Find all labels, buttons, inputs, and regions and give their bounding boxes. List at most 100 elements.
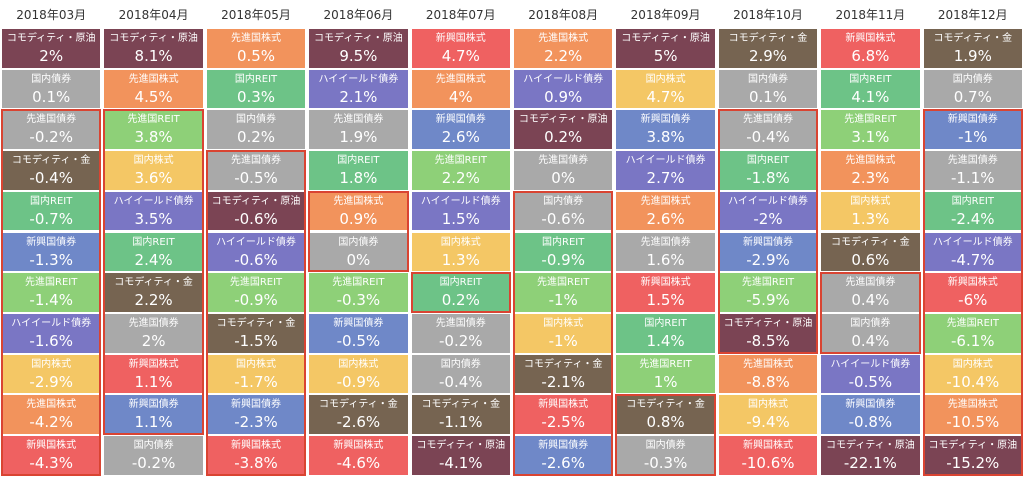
asset-name: コモディティ・金 xyxy=(11,155,91,167)
asset-return: 0.3% xyxy=(236,87,276,106)
asset-cell: コモディティ・金 -1.5% xyxy=(206,313,306,353)
asset-return: -2.4% xyxy=(951,209,995,228)
asset-name: 先進国REIT xyxy=(844,114,897,126)
asset-cell: 国内REIT 4.1% xyxy=(821,69,920,109)
asset-name: 国内債券 xyxy=(952,73,993,85)
asset-cell: コモディティ・金 -0.4% xyxy=(2,151,101,190)
asset-name: 国内株式 xyxy=(850,195,891,207)
asset-return: 1.1% xyxy=(134,372,173,391)
asset-cell: 国内REIT -1.8% xyxy=(718,151,818,190)
asset-cell: 国内株式 -0.9% xyxy=(309,354,408,394)
asset-return: 9.5% xyxy=(339,47,378,65)
asset-name: 新興国株式 xyxy=(333,440,384,451)
asset-cell: 新興国株式 -2.5% xyxy=(514,395,613,434)
asset-name: 新興国株式 xyxy=(26,440,77,451)
asset-name: 国内株式 xyxy=(133,155,174,167)
asset-return: -0.9% xyxy=(336,372,381,391)
asset-name: コモディティ・金 xyxy=(319,399,398,411)
asset-cell: コモディティ・原油 -22.1% xyxy=(821,436,920,475)
asset-cell: 新興国債券 -2.6% xyxy=(514,436,613,475)
asset-name: 先進国株式 xyxy=(128,73,179,85)
asset-return: -0.2% xyxy=(439,331,483,350)
asset-name: 先進国株式 xyxy=(947,399,998,411)
asset-return: 3.5% xyxy=(134,209,173,228)
asset-cell: 国内株式 1.3% xyxy=(821,191,920,231)
column-header: 2018年04月 xyxy=(118,8,189,22)
asset-cell: 新興国債券 -0.5% xyxy=(309,313,408,353)
asset-name: 先進国株式 xyxy=(26,399,77,411)
asset-cell: ハイイールド債券 0.9% xyxy=(514,69,613,109)
column-header: 2018年03月 xyxy=(16,8,87,22)
asset-name: コモディティ・金 xyxy=(216,317,296,329)
asset-name: コモディティ・原油 xyxy=(211,195,301,207)
asset-name: 国内REIT xyxy=(542,236,585,248)
asset-cell: 国内株式 -10.4% xyxy=(923,354,1022,394)
asset-name: 新興国債券 xyxy=(128,399,179,411)
asset-return: 4.1% xyxy=(851,87,890,106)
asset-cell: 先進国REIT 3.1% xyxy=(821,110,920,150)
asset-name: 国内株式 xyxy=(440,236,481,248)
asset-return: -3.8% xyxy=(234,454,278,472)
asset-name: 新興国株式 xyxy=(640,277,691,289)
asset-return: 0% xyxy=(346,250,371,269)
asset-name: 先進国REIT xyxy=(434,155,487,167)
asset-return: -0.7% xyxy=(29,209,73,228)
asset-name: コモディティ・金 xyxy=(114,277,193,289)
asset-name: 国内債券 xyxy=(850,317,891,329)
asset-name: 新興国債券 xyxy=(845,399,896,411)
asset-name: 国内株式 xyxy=(952,358,993,370)
asset-return: -10.5% xyxy=(946,413,1000,432)
asset-cell: 先進国株式 -10.5% xyxy=(923,395,1022,434)
asset-name: ハイイールド債券 xyxy=(113,195,194,207)
asset-return: 4.5% xyxy=(134,87,173,106)
asset-cell: コモディティ・金 -2.6% xyxy=(309,395,408,434)
asset-name: 先進国REIT xyxy=(946,317,999,329)
asset-return: -2.9% xyxy=(29,372,73,391)
asset-return: 2.2% xyxy=(544,47,583,65)
asset-cell: 先進国株式 4.5% xyxy=(104,69,203,109)
asset-cell: 先進国債券 1.6% xyxy=(616,232,715,272)
asset-return: -4.1% xyxy=(439,454,483,472)
asset-name: 先進国株式 xyxy=(435,73,486,85)
asset-return: 1.5% xyxy=(646,291,685,310)
asset-cell: コモディティ・原油 2% xyxy=(2,29,101,68)
asset-cell: 国内株式 -1.7% xyxy=(206,354,306,394)
asset-name: コモディティ・金 xyxy=(831,236,910,248)
asset-name: 先進国債券 xyxy=(742,114,793,126)
asset-return: 1.9% xyxy=(953,47,992,65)
asset-cell: ハイイールド債券 1.5% xyxy=(411,191,510,231)
asset-cell: コモディティ・金 -2.1% xyxy=(514,354,613,394)
asset-name: 新興国債券 xyxy=(435,114,486,126)
asset-return: 1.3% xyxy=(851,209,890,228)
asset-name: コモディティ・金 xyxy=(523,358,603,370)
asset-return: 4.7% xyxy=(646,87,685,106)
asset-return: 1.9% xyxy=(339,128,378,147)
asset-name: 国内債券 xyxy=(440,358,481,370)
column-header: 2018年05月 xyxy=(221,8,291,22)
asset-name: 国内REIT xyxy=(30,195,73,207)
asset-name: 先進国債券 xyxy=(538,155,589,167)
asset-name: コモディティ・原油 xyxy=(6,33,96,44)
asset-return: -9.4% xyxy=(746,413,790,432)
asset-name: 先進国REIT xyxy=(25,277,78,289)
asset-return: -4.6% xyxy=(336,454,381,472)
asset-return: -2.1% xyxy=(541,372,585,391)
asset-name: コモディティ・原油 xyxy=(314,33,403,44)
asset-return: 0.9% xyxy=(544,87,583,106)
asset-return: 0% xyxy=(551,169,576,188)
asset-cell: 国内REIT 0.3% xyxy=(206,69,306,109)
asset-return: -1.4% xyxy=(29,291,73,310)
asset-cell: ハイイールド債券 -0.5% xyxy=(821,354,920,394)
asset-name: 国内REIT xyxy=(951,195,994,207)
asset-return: 2.6% xyxy=(441,128,480,147)
asset-return: 0.1% xyxy=(32,87,71,106)
asset-cell: コモディティ・原油 -4.1% xyxy=(411,436,510,475)
asset-return: -15.2% xyxy=(946,454,1000,472)
asset-return: 2.1% xyxy=(339,87,378,106)
asset-name: ハイイールド債券 xyxy=(216,236,296,248)
asset-cell: ハイイールド債券 -2% xyxy=(718,191,818,231)
asset-name: 国内REIT xyxy=(337,155,380,167)
asset-name: 新興国債券 xyxy=(742,236,793,248)
asset-name: 先進国REIT xyxy=(127,114,180,126)
asset-cell: コモディティ・金 2.2% xyxy=(104,273,203,312)
